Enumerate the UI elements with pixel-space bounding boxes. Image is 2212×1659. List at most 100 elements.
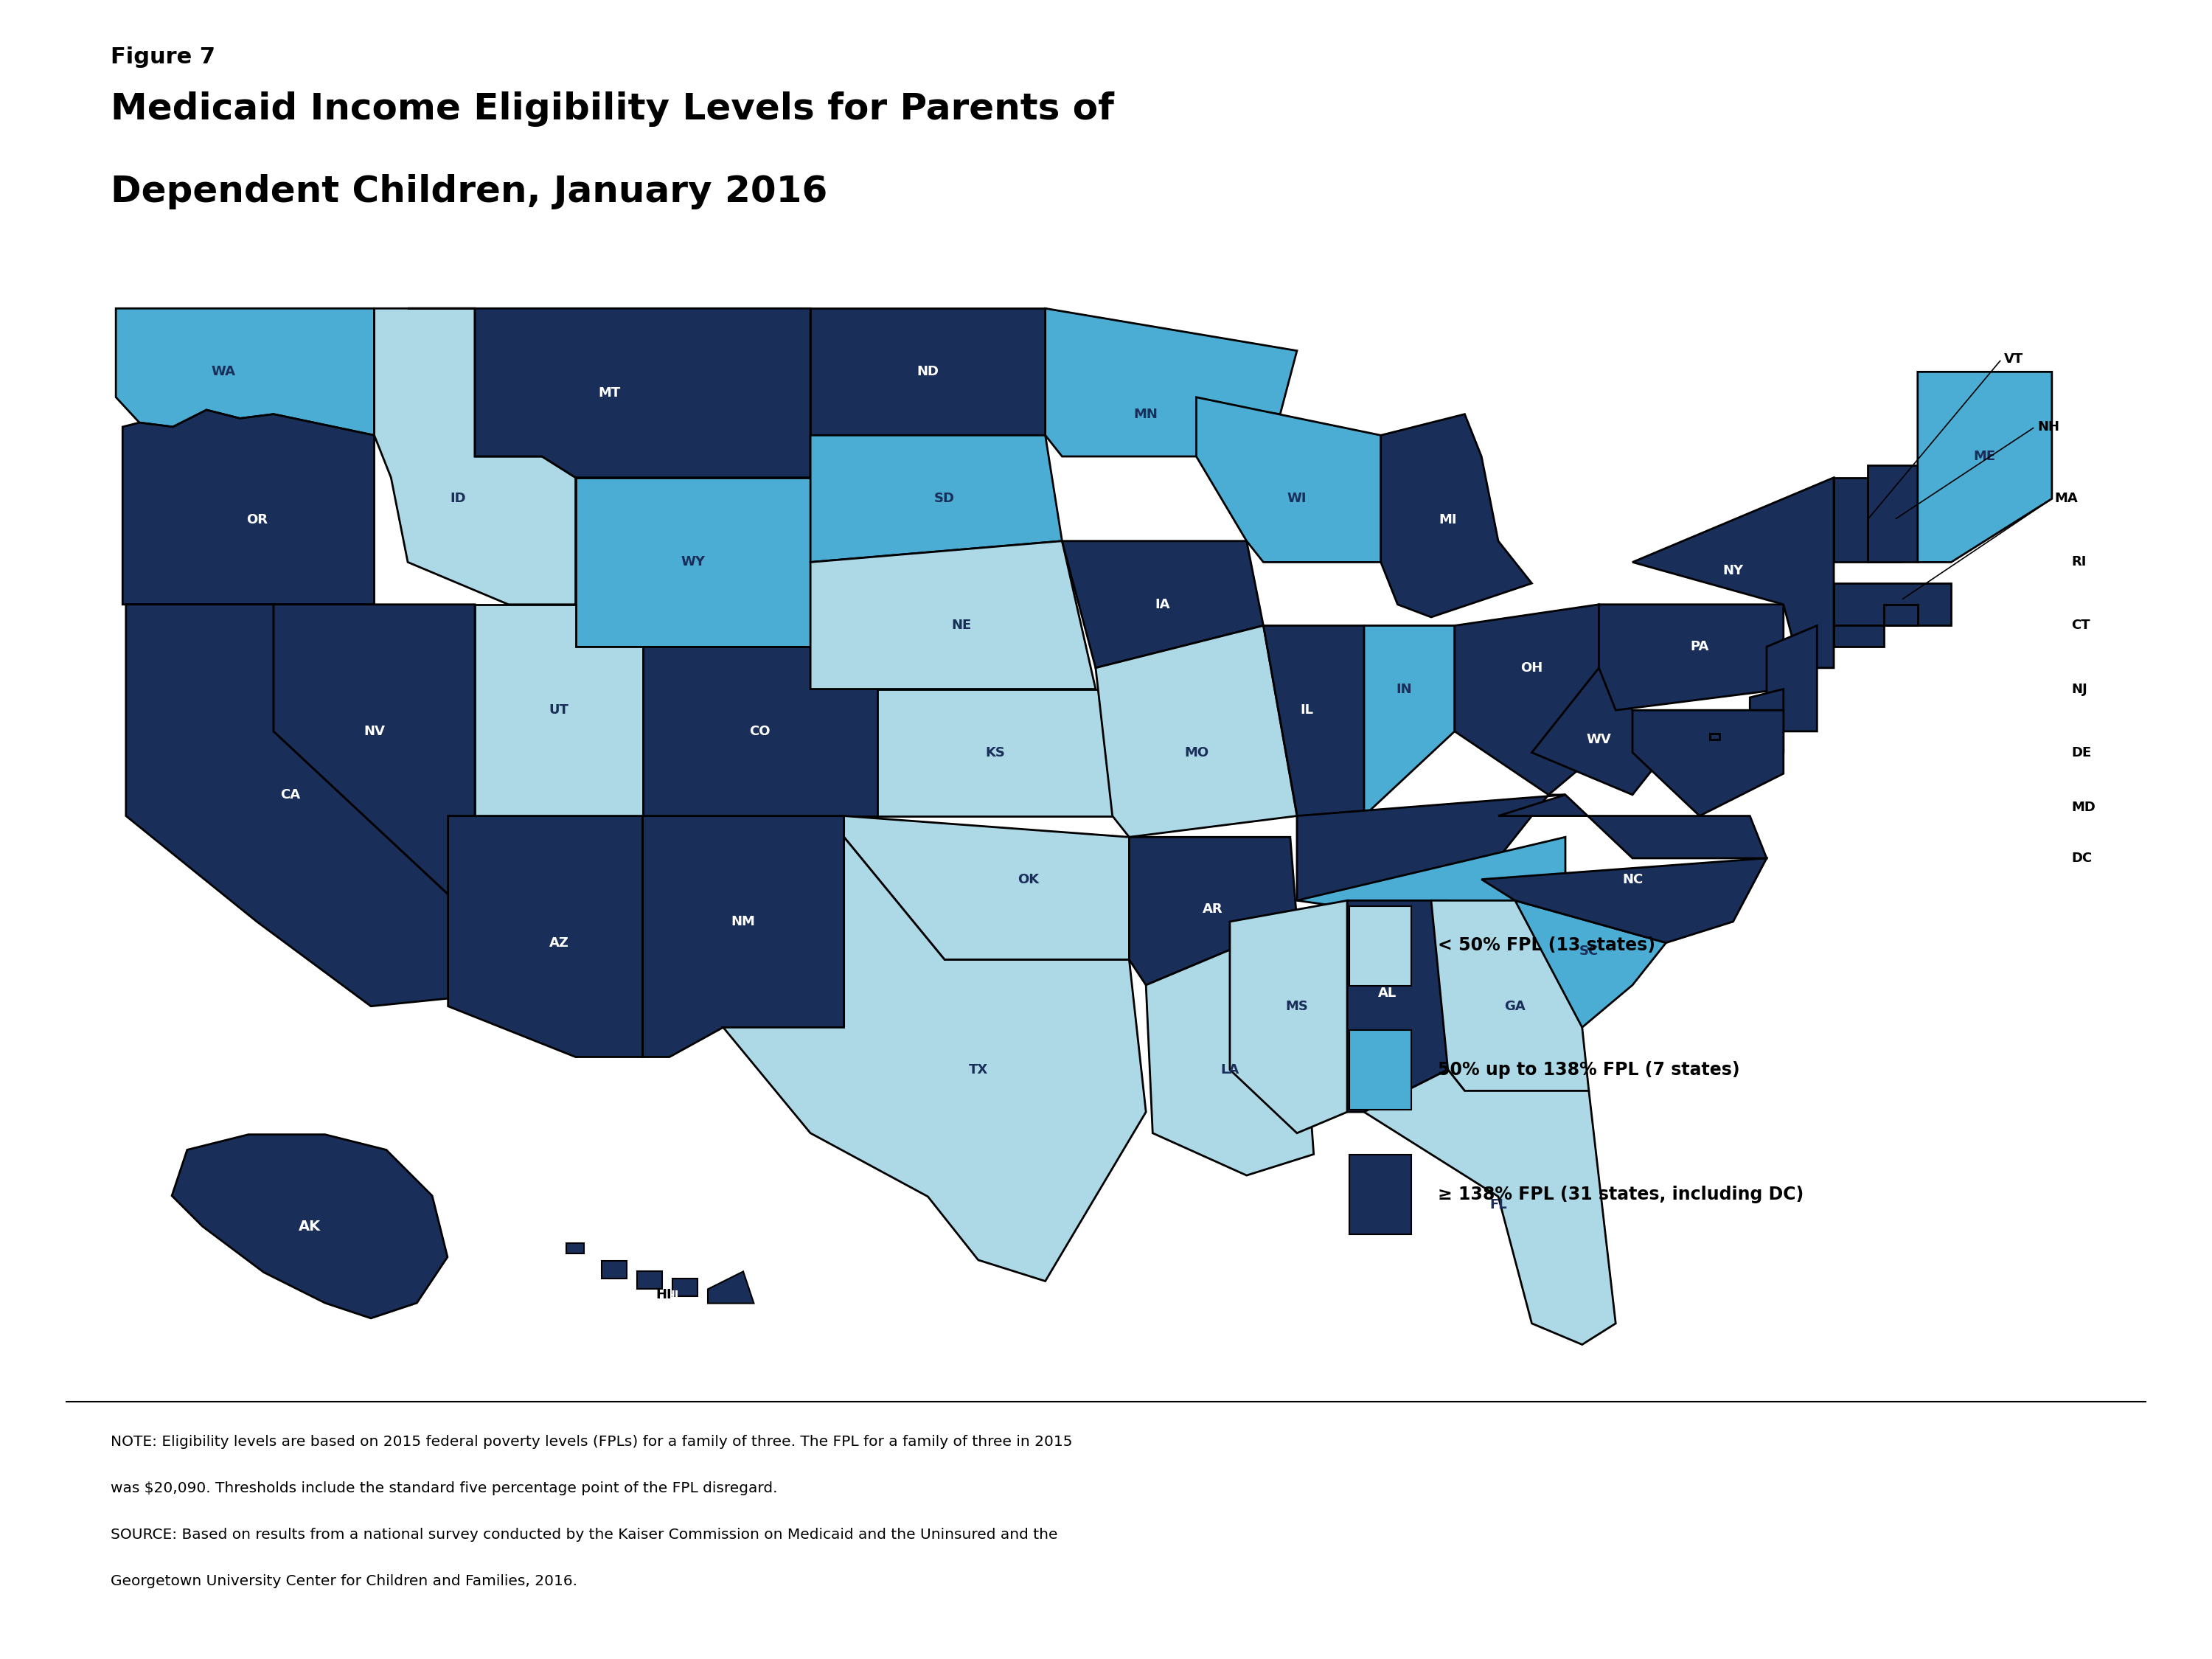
Text: ND: ND xyxy=(916,365,938,378)
Text: VA: VA xyxy=(1639,788,1659,801)
Polygon shape xyxy=(1128,838,1296,985)
Text: was $20,090. Thresholds include the standard five percentage point of the FPL di: was $20,090. Thresholds include the stan… xyxy=(111,1481,779,1495)
Text: IA: IA xyxy=(1155,597,1170,611)
Polygon shape xyxy=(644,647,878,816)
Text: ID: ID xyxy=(451,493,467,506)
Text: MD: MD xyxy=(2070,801,2095,815)
Text: NC: NC xyxy=(1621,873,1644,886)
Polygon shape xyxy=(126,604,456,1007)
Text: THE HENRY J.: THE HENRY J. xyxy=(2024,1473,2093,1483)
Polygon shape xyxy=(1767,625,1816,732)
Polygon shape xyxy=(566,1243,584,1254)
Polygon shape xyxy=(1632,710,1783,816)
Text: AK: AK xyxy=(299,1219,321,1233)
Polygon shape xyxy=(1365,625,1455,816)
Polygon shape xyxy=(1230,901,1347,1133)
Text: Georgetown University Center for Children and Families, 2016.: Georgetown University Center for Childre… xyxy=(111,1574,577,1588)
Text: MN: MN xyxy=(1135,408,1159,421)
Text: MA: MA xyxy=(2055,493,2077,506)
Polygon shape xyxy=(602,1261,626,1279)
Polygon shape xyxy=(1885,604,1918,625)
Polygon shape xyxy=(122,410,374,604)
Text: NM: NM xyxy=(732,916,757,929)
Polygon shape xyxy=(845,816,1128,959)
Polygon shape xyxy=(1455,604,1599,795)
Polygon shape xyxy=(810,541,1095,688)
Text: WI: WI xyxy=(1287,493,1307,506)
Text: KS: KS xyxy=(984,747,1004,760)
Text: VT: VT xyxy=(2004,352,2024,365)
Text: RI: RI xyxy=(2070,556,2086,569)
Polygon shape xyxy=(1431,901,1588,1092)
Text: AZ: AZ xyxy=(549,936,568,949)
Polygon shape xyxy=(1867,465,1918,562)
Polygon shape xyxy=(1347,901,1449,1112)
Polygon shape xyxy=(810,309,1046,435)
Text: NY: NY xyxy=(1723,564,1743,577)
Text: AR: AR xyxy=(1203,902,1223,916)
Text: PA: PA xyxy=(1690,640,1710,654)
Text: CO: CO xyxy=(750,725,770,738)
Polygon shape xyxy=(1380,415,1531,617)
Text: ≥ 138% FPL (31 states, including DC): ≥ 138% FPL (31 states, including DC) xyxy=(1438,1186,1803,1203)
Text: TX: TX xyxy=(969,1063,989,1077)
Text: CA: CA xyxy=(281,788,301,801)
Text: Dependent Children, January 2016: Dependent Children, January 2016 xyxy=(111,174,827,209)
Polygon shape xyxy=(1710,733,1719,740)
Text: DE: DE xyxy=(2070,747,2090,760)
Polygon shape xyxy=(115,309,374,435)
Text: HI: HI xyxy=(655,1287,672,1301)
Polygon shape xyxy=(1197,397,1380,562)
Polygon shape xyxy=(1531,669,1683,795)
Polygon shape xyxy=(1365,1070,1615,1344)
Polygon shape xyxy=(449,816,644,1057)
Polygon shape xyxy=(1263,625,1365,816)
Polygon shape xyxy=(1482,858,1767,942)
Polygon shape xyxy=(274,604,476,901)
Text: KAISER: KAISER xyxy=(2024,1516,2093,1531)
Text: TN: TN xyxy=(1405,859,1425,873)
Polygon shape xyxy=(1296,838,1566,922)
Text: FL: FL xyxy=(1489,1198,1506,1211)
Polygon shape xyxy=(1834,584,1951,625)
Text: MS: MS xyxy=(1285,1000,1307,1014)
Text: OR: OR xyxy=(246,513,268,526)
Polygon shape xyxy=(1095,625,1296,838)
Polygon shape xyxy=(1834,625,1885,647)
Text: FAMILY: FAMILY xyxy=(2026,1556,2090,1571)
Polygon shape xyxy=(1918,372,2053,562)
Text: SC: SC xyxy=(1579,944,1599,957)
Polygon shape xyxy=(637,1271,661,1289)
Polygon shape xyxy=(1632,478,1834,669)
Polygon shape xyxy=(1498,795,1767,858)
Polygon shape xyxy=(476,604,644,816)
Text: IL: IL xyxy=(1301,703,1314,717)
Text: 50% up to 138% FPL (7 states): 50% up to 138% FPL (7 states) xyxy=(1438,1062,1741,1078)
Text: Medicaid Income Eligibility Levels for Parents of: Medicaid Income Eligibility Levels for P… xyxy=(111,91,1115,126)
Text: GA: GA xyxy=(1504,1000,1526,1014)
Text: SD: SD xyxy=(933,493,956,506)
Polygon shape xyxy=(1296,795,1566,901)
Text: LA: LA xyxy=(1221,1063,1239,1077)
Text: NJ: NJ xyxy=(2070,682,2088,695)
Polygon shape xyxy=(575,478,810,647)
Polygon shape xyxy=(1062,541,1263,669)
Text: MT: MT xyxy=(597,387,619,400)
Text: WA: WA xyxy=(210,365,234,378)
Text: NH: NH xyxy=(2037,420,2059,433)
Polygon shape xyxy=(708,1271,754,1304)
Text: UT: UT xyxy=(549,703,568,717)
Polygon shape xyxy=(173,1135,447,1319)
Text: < 50% FPL (13 states): < 50% FPL (13 states) xyxy=(1438,937,1655,954)
Text: OK: OK xyxy=(1018,873,1040,886)
Polygon shape xyxy=(407,309,810,478)
Text: Figure 7: Figure 7 xyxy=(111,46,215,68)
Text: NOTE: Eligibility levels are based on 2015 federal poverty levels (FPLs) for a f: NOTE: Eligibility levels are based on 20… xyxy=(111,1435,1073,1448)
Text: NV: NV xyxy=(363,725,385,738)
Text: FOUNDATION: FOUNDATION xyxy=(2024,1599,2093,1608)
Polygon shape xyxy=(1515,901,1666,1027)
Polygon shape xyxy=(878,688,1113,816)
Text: MI: MI xyxy=(1438,513,1458,526)
Text: SOURCE: Based on results from a national survey conducted by the Kaiser Commissi: SOURCE: Based on results from a national… xyxy=(111,1528,1057,1541)
Text: KY: KY xyxy=(1420,788,1440,801)
